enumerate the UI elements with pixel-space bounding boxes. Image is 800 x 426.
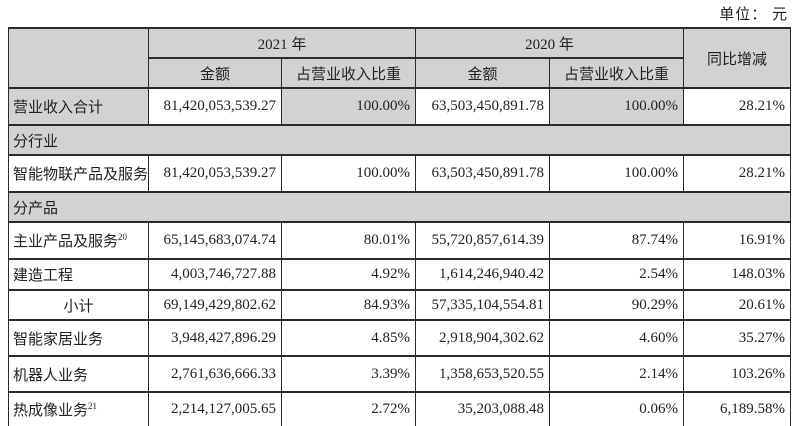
section-row: 分行业: [7, 124, 792, 156]
row-label: 主业产品及服务20: [8, 221, 149, 260]
section-row: 分产品: [7, 191, 792, 223]
ratio-2020-cell: 87.74%: [549, 221, 685, 260]
ratio-2021-cell: 4.85%: [280, 319, 417, 357]
amount-2020-header: 金额: [415, 57, 551, 89]
row-label-text: 热成像业务: [13, 403, 89, 419]
amount-2020-cell: 63,503,450,891.78: [415, 154, 551, 193]
yoy-cell: 148.03%: [683, 258, 792, 291]
year-2020-header: 2020 年: [415, 27, 685, 59]
yoy-cell: 35.27%: [683, 319, 792, 357]
corner-cell: [8, 27, 149, 89]
amount-2021-cell: 3,948,427,896.29: [148, 319, 282, 357]
ratio-2021-cell: 84.93%: [280, 289, 417, 321]
ratio-2021-cell: 4.92%: [280, 258, 417, 291]
table-row: 小计 69,149,429,802.62 84.93% 57,335,104,554.…: [8, 289, 792, 321]
revenue-breakdown-table: 2021 年 2020 年 同比增减 金额 占营业收入比重 金额 占营业收入比重…: [7, 27, 792, 426]
footnote-ref: 21: [88, 401, 98, 411]
amount-2020-cell: 2,918,904,302.62: [415, 319, 551, 357]
row-label: 智能家居业务: [8, 319, 149, 357]
ratio-2021-header: 占营业收入比重: [280, 57, 417, 89]
table-row: 智能物联产品及服务 81,420,053,539.27 100.00% 63,503,…: [8, 154, 792, 193]
table-row: 热成像业务21 2,214,127,005.65 2.72% 35,203,088.4…: [8, 391, 792, 426]
ratio-2020-cell: 2.14%: [549, 355, 685, 393]
section-label: 分行业: [7, 124, 792, 156]
ratio-2020-cell: 90.29%: [549, 289, 685, 321]
row-label: 建造工程: [8, 258, 149, 291]
ratio-2021-cell: 100.00%: [280, 154, 417, 193]
amount-2021-cell: 2,214,127,005.65: [148, 391, 282, 426]
ratio-2020-cell: 100.00%: [549, 87, 685, 126]
row-label: 热成像业务21: [8, 391, 149, 426]
amount-2021-cell: 65,145,683,074.74: [148, 221, 282, 260]
amount-2021-cell: 81,420,053,539.27: [148, 87, 282, 126]
table-row: 主业产品及服务20 65,145,683,074.74 80.01% 55,720,8…: [8, 221, 792, 260]
row-label-text: 小计: [63, 298, 94, 315]
yoy-cell: 28.21%: [683, 154, 792, 193]
yoy-header: 同比增减: [683, 27, 792, 89]
sub-header-row: 金额 占营业收入比重 金额 占营业收入比重: [9, 57, 791, 89]
ratio-2021-cell: 2.72%: [280, 391, 417, 426]
year-header-row: 2021 年 2020 年 同比增减: [8, 27, 792, 89]
table-row: 营业收入合计 81,420,053,539.27 100.00% 63,503,450…: [8, 87, 792, 126]
amount-2021-cell: 4,003,746,727.88: [148, 258, 282, 291]
table-row: 机器人业务 2,761,636,666.33 3.39% 1,358,653,520.…: [8, 355, 792, 393]
ratio-2020-cell: 0.06%: [549, 391, 685, 426]
ratio-2021-cell: 3.39%: [280, 355, 417, 393]
yoy-cell: 28.21%: [683, 87, 792, 126]
yoy-cell: 103.26%: [683, 355, 792, 393]
yoy-cell: 20.61%: [683, 289, 792, 321]
ratio-2020-cell: 2.54%: [549, 258, 685, 291]
row-label-text: 智能家居业务: [13, 331, 104, 348]
table-body: 营业收入合计 81,420,053,539.27 100.00% 63,503,450…: [7, 87, 792, 426]
amount-2020-cell: 1,614,246,940.42: [415, 258, 551, 291]
ratio-2020-cell: 100.00%: [549, 154, 685, 193]
yoy-cell: 6,189.58%: [683, 391, 792, 426]
row-label: 机器人业务: [8, 355, 149, 393]
row-label: 营业收入合计: [8, 87, 149, 126]
row-label-text: 主业产品及服务: [13, 234, 119, 250]
amount-2021-header: 金额: [148, 57, 282, 89]
ratio-2021-cell: 100.00%: [280, 87, 417, 126]
amount-2020-cell: 63,503,450,891.78: [415, 87, 551, 126]
row-label: 智能物联产品及服务: [8, 154, 149, 193]
amount-2021-cell: 81,420,053,539.27: [148, 154, 282, 193]
amount-2020-cell: 55,720,857,614.39: [415, 221, 551, 260]
row-label-text: 机器人业务: [13, 367, 89, 384]
yoy-cell: 16.91%: [683, 221, 792, 260]
footnote-ref: 20: [118, 232, 128, 242]
table-row: 建造工程 4,003,746,727.88 4.92% 1,614,246,940.4…: [8, 258, 792, 291]
amount-2020-cell: 57,335,104,554.81: [415, 289, 551, 321]
table-row: 智能家居业务 3,948,427,896.29 4.85% 2,918,904,302…: [8, 319, 792, 357]
ratio-2021-cell: 80.01%: [280, 221, 417, 260]
amount-2020-cell: 35,203,088.48: [415, 391, 551, 426]
unit-label: 单位： 元: [719, 7, 788, 23]
amount-2021-cell: 2,761,636,666.33: [148, 355, 282, 393]
amount-2021-cell: 69,149,429,802.62: [148, 289, 282, 321]
amount-2020-cell: 1,358,653,520.55: [415, 355, 551, 393]
row-label-text: 营业收入合计: [13, 100, 104, 116]
row-label-text: 智能物联产品及服务: [13, 167, 149, 183]
row-label: 小计: [8, 289, 149, 321]
ratio-2020-cell: 4.60%: [549, 319, 685, 357]
ratio-2020-header: 占营业收入比重: [549, 57, 685, 89]
year-2021-header: 2021 年: [147, 27, 417, 59]
section-label: 分产品: [7, 191, 792, 223]
row-label-text: 建造工程: [13, 268, 74, 284]
